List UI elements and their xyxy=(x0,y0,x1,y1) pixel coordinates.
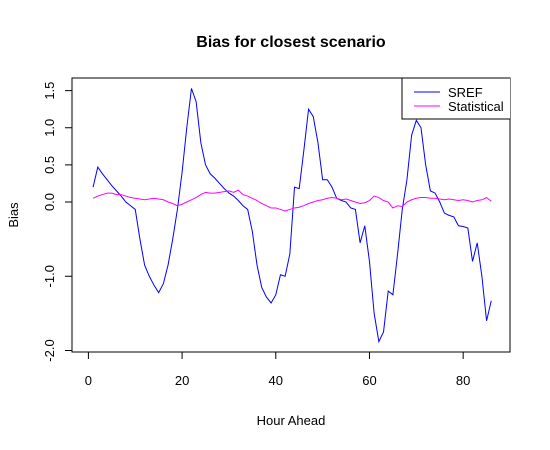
legend-box xyxy=(401,78,510,120)
data-line xyxy=(92,189,492,212)
y-axis-label: Bias xyxy=(6,202,21,228)
y-tick-label: 0.0 xyxy=(42,193,57,211)
chart-title: Bias for closest scenario xyxy=(196,34,386,51)
legend-label: SREF xyxy=(448,85,483,100)
y-tick-label: 1.5 xyxy=(42,82,57,100)
x-tick-label: 20 xyxy=(175,373,189,388)
y-tick-label: -1.0 xyxy=(42,265,57,287)
x-tick-label: 0 xyxy=(85,373,92,388)
y-tick-label: -2.0 xyxy=(42,339,57,361)
y-tick-label: 0.5 xyxy=(42,156,57,174)
legend-label: Statistical xyxy=(448,99,504,114)
x-tick-label: 40 xyxy=(269,373,283,388)
y-tick-label: 1.0 xyxy=(42,119,57,137)
x-tick-label: 60 xyxy=(362,373,376,388)
data-line xyxy=(92,88,492,344)
x-tick-label: 80 xyxy=(456,373,470,388)
x-axis-label: Hour Ahead xyxy=(257,413,326,428)
